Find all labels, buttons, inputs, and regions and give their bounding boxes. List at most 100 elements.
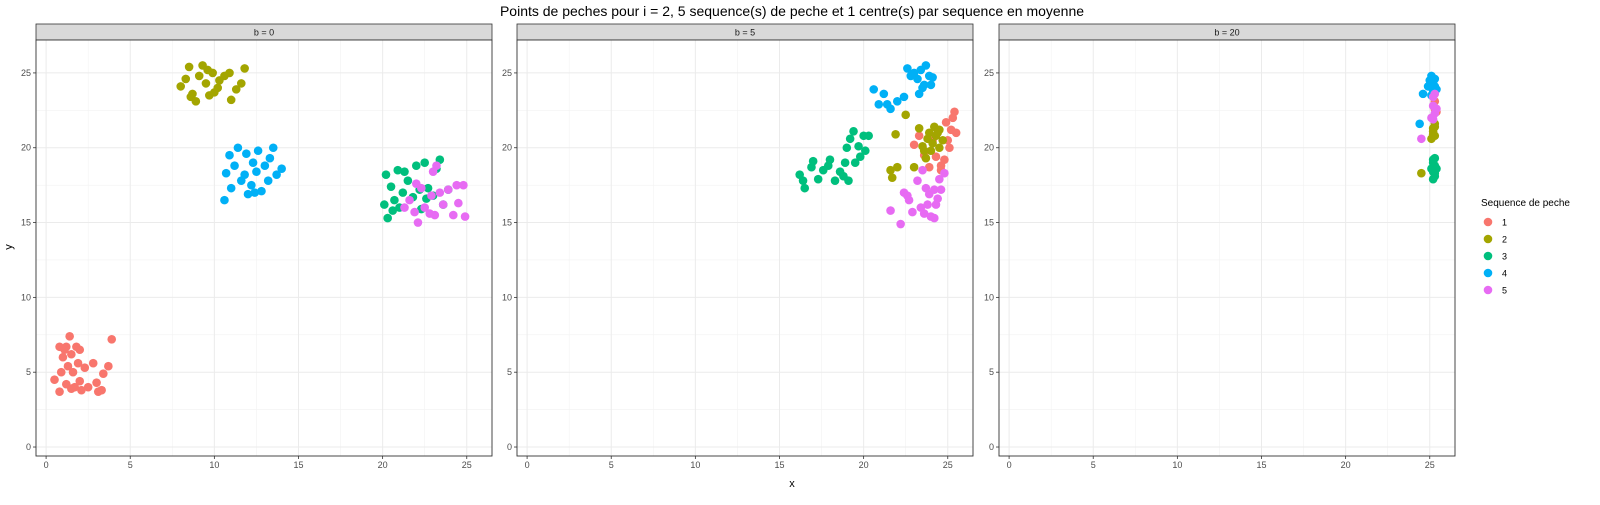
data-point (265, 153, 275, 163)
legend-label: 4 (1502, 269, 1507, 279)
data-point (1430, 131, 1440, 141)
data-point (420, 158, 429, 168)
x-tick-label: 25 (462, 460, 472, 470)
data-point (921, 183, 931, 193)
data-point (935, 174, 944, 184)
x-tick-label: 10 (1172, 460, 1182, 470)
data-point (845, 134, 855, 144)
data-point (830, 176, 840, 185)
legend-item-1: 1 (1483, 218, 1507, 228)
data-point (268, 143, 278, 153)
data-point (388, 206, 398, 215)
data-point (903, 191, 912, 200)
data-point (226, 183, 236, 193)
series-5 (400, 161, 470, 227)
data-point (257, 186, 266, 196)
data-point (926, 80, 936, 90)
data-point (92, 378, 101, 387)
data-point (194, 71, 204, 81)
data-point (951, 128, 961, 138)
data-point (921, 61, 931, 70)
data-point (435, 188, 445, 197)
data-point (73, 358, 83, 368)
data-point (99, 369, 108, 378)
y-tick-label: 5 (507, 367, 512, 377)
x-tick-label: 25 (943, 460, 953, 470)
y-tick-label: 5 (26, 367, 31, 377)
data-point (233, 143, 243, 153)
y-tick-label: 15 (984, 218, 994, 228)
data-point (844, 176, 853, 185)
data-point (929, 185, 939, 194)
data-point (250, 188, 260, 197)
data-point (933, 194, 942, 203)
data-point (63, 361, 73, 371)
data-point (68, 367, 78, 377)
y-tick-label: 0 (26, 442, 31, 452)
data-point (225, 150, 234, 160)
legend: Sequence de peche 1 2 3 4 5 (1481, 198, 1570, 296)
x-tick-label: 5 (609, 460, 614, 470)
data-point (459, 180, 468, 190)
data-point (67, 349, 76, 359)
series-1 (50, 331, 117, 396)
data-point (58, 352, 68, 362)
data-point (1430, 168, 1440, 178)
x-tick-label: 20 (859, 460, 869, 470)
data-point (921, 153, 931, 163)
data-point (55, 387, 64, 396)
y-tick-label: 20 (984, 143, 994, 153)
data-point (874, 100, 884, 109)
y-tick-label: 15 (21, 218, 31, 228)
plot-background (999, 40, 1455, 456)
plot-background (36, 40, 492, 456)
chart-title: Points de peches pour i = 2, 5 sequence(… (500, 3, 1084, 19)
data-point (80, 363, 90, 373)
data-point (242, 149, 251, 159)
data-point (1428, 123, 1438, 133)
data-point (1418, 89, 1428, 99)
data-point (65, 331, 74, 341)
data-point (61, 342, 71, 352)
legend-items: 1 2 3 4 5 (1483, 218, 1507, 296)
data-point (400, 167, 409, 176)
data-point (901, 110, 910, 120)
facet-strip-label: b = 20 (1214, 28, 1239, 38)
legend-key (1483, 251, 1493, 261)
data-point (272, 170, 281, 179)
data-point (813, 174, 823, 184)
data-point (381, 170, 391, 179)
legend-item-4: 4 (1483, 269, 1507, 279)
series-2 (1417, 119, 1440, 178)
plot-background (517, 40, 973, 456)
y-tick-label: 0 (507, 442, 512, 452)
data-point (247, 180, 256, 190)
data-point (104, 361, 113, 371)
y-tick-label: 0 (989, 442, 994, 452)
data-point (1432, 104, 1441, 114)
data-point (427, 191, 436, 200)
data-point (77, 385, 86, 395)
data-point (825, 155, 835, 165)
data-point (923, 200, 932, 209)
x-tick-label: 0 (525, 460, 530, 470)
data-point (398, 188, 408, 197)
data-point (1428, 155, 1438, 165)
x-tick-label: 20 (378, 460, 388, 470)
data-point (938, 135, 948, 145)
data-point (892, 97, 902, 106)
data-point (405, 195, 414, 205)
x-tick-label: 5 (128, 460, 133, 470)
x-tick-label: 10 (209, 460, 219, 470)
data-point (248, 158, 258, 168)
data-point (1417, 168, 1426, 178)
data-point (931, 152, 941, 162)
y-tick-label: 20 (21, 143, 31, 153)
data-point (869, 85, 879, 94)
data-point (808, 156, 818, 166)
data-point (886, 165, 895, 175)
y-tick-label: 10 (502, 292, 512, 302)
y-tick-label: 15 (502, 218, 512, 228)
data-point (1430, 89, 1440, 99)
data-point (400, 203, 409, 212)
